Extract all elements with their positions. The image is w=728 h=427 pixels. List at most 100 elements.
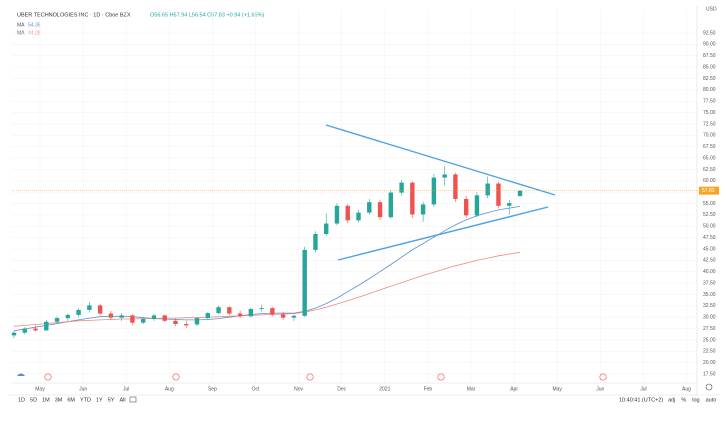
period-button[interactable]: 3M [55, 397, 63, 403]
x-tick-label: Oct [252, 386, 260, 392]
clock: 10:40:41 (UTC+2) [619, 397, 663, 403]
last-price-label: 57.83 [702, 188, 715, 194]
y-tick-label: 70.00 [703, 133, 716, 139]
y-tick-label: 82.50 [703, 76, 716, 82]
candle-body [463, 198, 469, 216]
candle-body [485, 183, 490, 196]
y-tick-label: 45.00 [703, 246, 716, 252]
period-button[interactable]: 1M [42, 397, 50, 403]
candle-body [270, 308, 275, 315]
y-tick-label: 87.50 [703, 53, 716, 59]
candle-body [87, 305, 92, 310]
event-marker[interactable] [172, 373, 180, 381]
y-tick-label: 75.00 [703, 110, 716, 116]
event-marker[interactable] [306, 373, 314, 381]
last-price-tag [699, 186, 719, 195]
candle-body [108, 313, 114, 318]
candle-body [377, 202, 383, 218]
grid [12, 10, 697, 383]
candle-body [151, 315, 157, 320]
candle-body [507, 203, 512, 206]
event-marker[interactable] [44, 373, 52, 381]
y-tick-label: 60.00 [703, 178, 716, 184]
trend-line[interactable] [325, 124, 556, 196]
axis-option[interactable]: adj [668, 397, 675, 403]
x-tick-label: 2021 [379, 386, 390, 392]
candle-body [140, 319, 146, 323]
event-marker[interactable] [437, 373, 445, 381]
candle-body [345, 205, 350, 221]
candle-body [420, 204, 426, 215]
candle-body [130, 315, 135, 323]
ma-value: 54.36 [28, 22, 41, 28]
period-button[interactable]: 5Y [108, 397, 115, 403]
candle-body [313, 233, 318, 250]
candle-body [388, 192, 394, 218]
x-tick-label: Jun [79, 386, 87, 392]
x-tick-label: Mar [467, 386, 476, 392]
period-button[interactable]: YTD [80, 397, 91, 403]
y-tick-label: 65.00 [703, 155, 716, 161]
y-tick-label: 92.50 [703, 30, 716, 36]
ma-value: 44.28 [28, 30, 41, 36]
compare-icon[interactable] [129, 396, 137, 403]
event-marker[interactable] [599, 373, 607, 381]
moving-average [13, 206, 521, 332]
candle-body [162, 315, 167, 321]
period-button[interactable]: 1Y [96, 397, 103, 403]
candle-body [54, 318, 60, 322]
candle-body [22, 328, 27, 333]
candle-body [356, 212, 361, 221]
candle-body [517, 190, 523, 197]
settings-icon[interactable] [705, 383, 713, 391]
candle-body [237, 313, 243, 317]
candle-body [302, 249, 307, 316]
candle-body [496, 183, 501, 206]
y-tick-label: 80.00 [703, 87, 716, 93]
ohlc-values: O56.65 H57.94 L56.54 C57.83 +0.94 (+1.65… [150, 12, 265, 18]
period-button[interactable]: 6M [67, 397, 75, 403]
y-tick-label: 50.00 [703, 224, 716, 230]
ma-name: MA [17, 30, 25, 36]
axis-option[interactable]: % [681, 397, 686, 403]
currency: USD [706, 6, 717, 12]
x-tick-label: Apr [510, 386, 518, 392]
x-tick-label: Feb [424, 386, 433, 392]
x-tick-label: Sep [208, 386, 217, 392]
period-button[interactable]: 5D [30, 397, 37, 403]
candle-body [280, 314, 286, 318]
trend-line[interactable] [337, 206, 549, 261]
candle-body [453, 174, 458, 199]
candle-body [97, 305, 103, 314]
x-tick-label: Aug [165, 386, 174, 392]
y-tick-label: 20.00 [703, 360, 716, 366]
y-tick-label: 90.00 [703, 42, 716, 48]
axis-option[interactable]: auto [706, 397, 717, 403]
y-tick-label: 37.50 [703, 280, 716, 286]
x-tick-label: Nov [294, 386, 303, 392]
y-tick-label: 42.50 [703, 258, 716, 264]
candle-body [119, 315, 124, 318]
candle-body [173, 320, 178, 325]
logo [17, 373, 25, 376]
axis-option[interactable]: log [692, 397, 699, 403]
candle-body [216, 307, 221, 314]
period-button[interactable]: 1D [18, 397, 25, 403]
moving-average [13, 251, 521, 327]
candle-body [194, 318, 200, 325]
candle-body [367, 202, 372, 213]
y-tick-label: 27.50 [703, 326, 716, 332]
y-tick-label: 52.50 [703, 212, 716, 218]
x-tick-label: Jul [123, 386, 129, 392]
candle-body [184, 324, 189, 326]
ma-name: MA [17, 22, 25, 28]
period-button[interactable]: All [119, 397, 125, 403]
candle-body [442, 174, 447, 178]
x-tick-label: Jul [640, 386, 646, 392]
event-markers [44, 373, 607, 381]
x-tick-label: Jun [596, 386, 604, 392]
candle-body [65, 314, 71, 319]
y-tick-label: 85.00 [703, 64, 716, 70]
y-tick-label: 17.50 [703, 371, 716, 377]
